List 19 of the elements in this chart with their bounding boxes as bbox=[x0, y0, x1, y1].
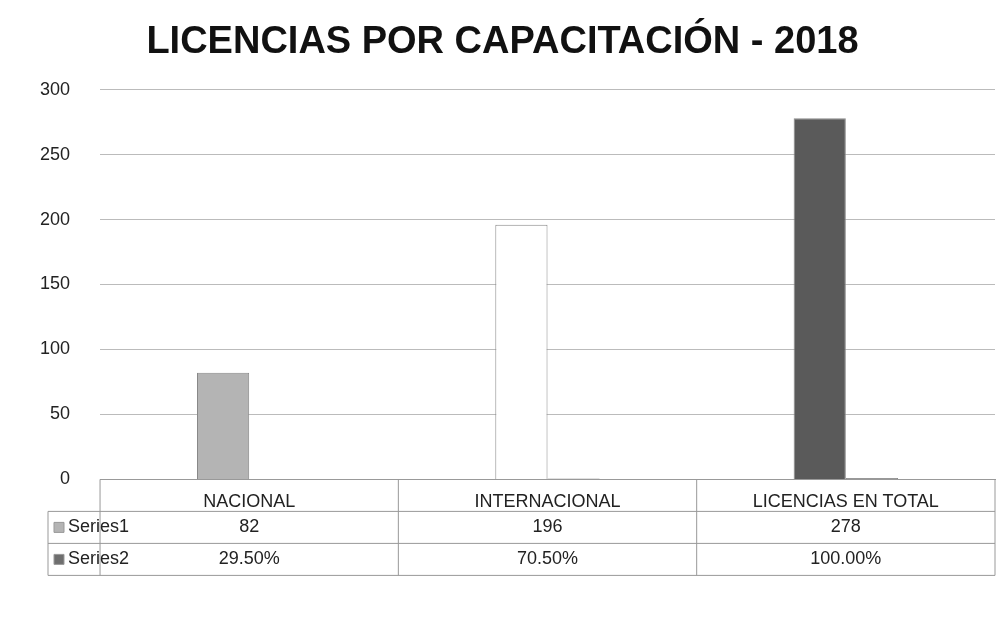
legend-label: Series2 bbox=[68, 548, 130, 569]
data-label: 278 bbox=[830, 516, 861, 537]
data-label: 70.50% bbox=[516, 548, 579, 569]
x-tick-label: LICENCIAS EN TOTAL bbox=[752, 491, 939, 512]
y-tick-label: 100 bbox=[39, 338, 71, 359]
data-label: 196 bbox=[532, 516, 563, 537]
x-tick-label: INTERNACIONAL bbox=[474, 491, 621, 512]
y-tick-label: 250 bbox=[39, 143, 71, 164]
data-label: 100.00% bbox=[810, 548, 882, 569]
y-tick-label: 200 bbox=[39, 208, 71, 229]
x-tick-label: NACIONAL bbox=[203, 491, 296, 512]
data-label: 82 bbox=[239, 516, 260, 537]
y-tick-label: 300 bbox=[39, 78, 71, 99]
data-label: 29.50% bbox=[218, 548, 280, 569]
legend-label: Series1 bbox=[68, 516, 130, 537]
y-tick-label: 50 bbox=[50, 403, 71, 424]
y-tick-label: 0 bbox=[60, 468, 71, 489]
y-tick-label: 150 bbox=[39, 273, 71, 294]
chart-title: LICENCIAS POR CAPACITACIÓN - 2018 bbox=[146, 18, 859, 62]
